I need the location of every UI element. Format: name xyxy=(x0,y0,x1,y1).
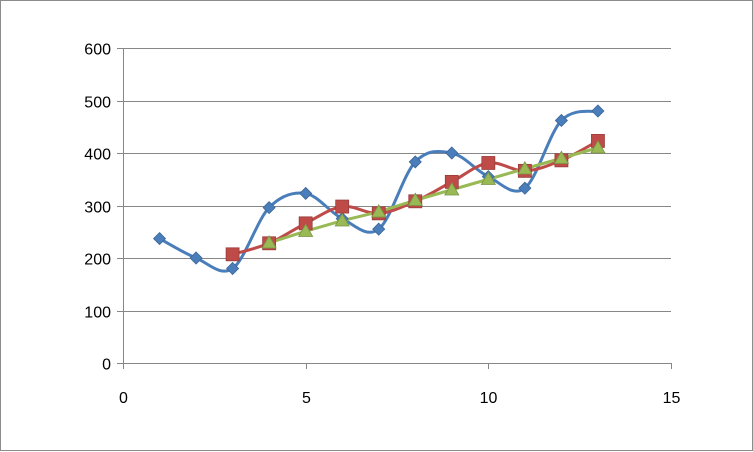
data-point-triangle xyxy=(517,160,533,175)
x-tick-label: 0 xyxy=(119,390,128,407)
y-tick-label: 600 xyxy=(84,42,111,59)
data-point-triangle xyxy=(297,223,314,237)
y-tick-label: 100 xyxy=(84,305,111,322)
series-line-3 xyxy=(267,146,600,245)
data-point-diamond xyxy=(226,261,240,276)
y-tick-label: 400 xyxy=(84,147,111,164)
data-point-triangle xyxy=(590,139,606,154)
data-point-diamond xyxy=(445,146,459,160)
axes xyxy=(117,48,672,369)
gridlines xyxy=(123,48,671,312)
y-tick-label: 300 xyxy=(84,200,111,217)
y-tick-label: 0 xyxy=(102,357,111,374)
data-point-triangle xyxy=(371,203,387,218)
data-point-diamond xyxy=(591,104,605,118)
data-point-diamond xyxy=(299,186,313,200)
data-point-diamond xyxy=(372,222,386,236)
data-point-triangle xyxy=(444,181,460,196)
data-point-diamond xyxy=(189,251,203,265)
data-point-square xyxy=(335,199,350,214)
data-point-diamond xyxy=(518,181,532,195)
data-point-diamond xyxy=(262,201,276,215)
data-point-triangle xyxy=(334,212,350,227)
data-point-diamond xyxy=(554,113,568,128)
y-tick-label: 200 xyxy=(84,252,111,269)
tick-labels: 0 100 200 300 400 500 600 0 5 10 15 xyxy=(84,42,680,408)
x-tick-label: 15 xyxy=(663,390,681,407)
data-point-square xyxy=(481,156,496,170)
data-point-triangle xyxy=(480,171,497,185)
data-point-triangle xyxy=(553,150,570,164)
markers xyxy=(152,104,606,276)
series-line-1 xyxy=(158,109,600,273)
data-point-square xyxy=(225,247,240,262)
x-tick-label: 10 xyxy=(480,390,498,407)
data-point-triangle xyxy=(261,234,277,249)
data-point-triangle xyxy=(407,192,423,206)
y-tick-label: 500 xyxy=(84,95,111,112)
x-tick-label: 5 xyxy=(302,390,311,407)
series xyxy=(158,109,600,273)
data-point-diamond xyxy=(408,155,422,169)
data-point-diamond xyxy=(152,232,167,246)
